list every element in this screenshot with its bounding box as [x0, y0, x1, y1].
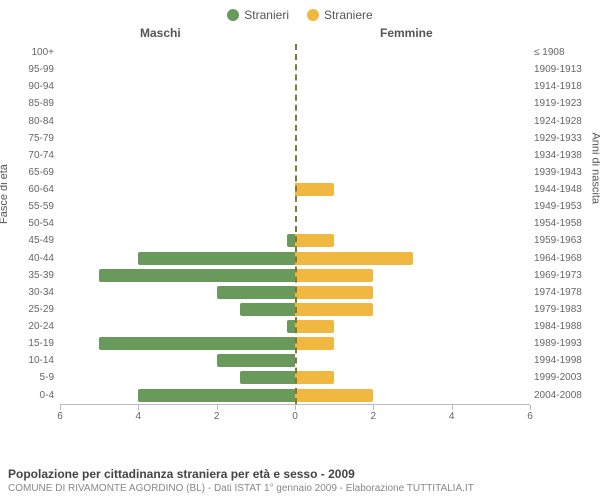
footer: Popolazione per cittadinanza straniera p…	[8, 467, 592, 494]
birth-label: 1944-1948	[534, 181, 592, 198]
birth-label: 1939-1943	[534, 164, 592, 181]
x-tick-label: 4	[449, 411, 455, 422]
age-label: 85-89	[2, 95, 54, 112]
age-label: 55-59	[2, 198, 54, 215]
age-label: 80-84	[2, 113, 54, 130]
bar-female	[295, 337, 334, 350]
birth-label: 2004-2008	[534, 387, 592, 404]
legend-item-female: Straniere	[307, 6, 373, 24]
birth-label: 1969-1973	[534, 267, 592, 284]
birth-label: 1924-1928	[534, 113, 592, 130]
bar-female	[295, 183, 334, 196]
birth-label: 1989-1993	[534, 335, 592, 352]
bar-female	[295, 303, 373, 316]
age-label: 90-94	[2, 78, 54, 95]
birth-label: 1964-1968	[534, 250, 592, 267]
bar-female	[295, 234, 334, 247]
x-tick	[452, 405, 453, 410]
x-tick	[373, 405, 374, 410]
age-label: 60-64	[2, 181, 54, 198]
header-female: Femmine	[380, 26, 433, 40]
legend-swatch-male	[227, 9, 239, 21]
birth-label: 1954-1958	[534, 215, 592, 232]
birth-label: 1999-2003	[534, 369, 592, 386]
birth-label: 1934-1938	[534, 147, 592, 164]
age-label: 65-69	[2, 164, 54, 181]
age-label: 35-39	[2, 267, 54, 284]
legend-label-male: Stranieri	[244, 8, 289, 22]
bar-female	[295, 269, 373, 282]
age-label: 45-49	[2, 232, 54, 249]
birth-label: 1984-1988	[534, 318, 592, 335]
x-tick-label: 2	[214, 411, 220, 422]
bar-male	[99, 269, 295, 282]
age-label: 0-4	[2, 387, 54, 404]
x-axis: 6 4 2 0 2 4 6	[60, 404, 530, 428]
birth-label: ≤ 1908	[534, 44, 592, 61]
age-label: 75-79	[2, 130, 54, 147]
legend: Stranieri Straniere	[0, 0, 600, 24]
header-male: Maschi	[140, 26, 181, 40]
birth-label: 1909-1913	[534, 61, 592, 78]
x-tick	[138, 405, 139, 410]
bar-male	[217, 286, 295, 299]
plot-area: 100+≤ 190895-991909-191390-941914-191885…	[60, 44, 530, 404]
birth-label: 1914-1918	[534, 78, 592, 95]
x-tick	[217, 405, 218, 410]
x-tick-label: 4	[136, 411, 142, 422]
bar-male	[138, 389, 295, 402]
x-tick-label: 0	[292, 411, 298, 422]
column-headers: Maschi Femmine	[0, 26, 600, 44]
birth-label: 1959-1963	[534, 232, 592, 249]
chart-title: Popolazione per cittadinanza straniera p…	[8, 467, 592, 481]
age-label: 5-9	[2, 369, 54, 386]
x-tick	[60, 405, 61, 410]
bar-male	[99, 337, 295, 350]
age-label: 20-24	[2, 318, 54, 335]
birth-label: 1979-1983	[534, 301, 592, 318]
bar-male	[138, 252, 295, 265]
age-label: 95-99	[2, 61, 54, 78]
legend-item-male: Stranieri	[227, 6, 289, 24]
bar-female	[295, 252, 413, 265]
x-tick-label: 6	[57, 411, 63, 422]
age-label: 15-19	[2, 335, 54, 352]
legend-label-female: Straniere	[324, 8, 373, 22]
x-tick	[530, 405, 531, 410]
x-tick	[295, 405, 296, 410]
bar-male	[287, 234, 295, 247]
bar-male	[217, 354, 295, 367]
bar-male	[287, 320, 295, 333]
bar-female	[295, 371, 334, 384]
legend-swatch-female	[307, 9, 319, 21]
x-tick-label: 2	[371, 411, 377, 422]
age-label: 50-54	[2, 215, 54, 232]
age-label: 40-44	[2, 250, 54, 267]
age-label: 25-29	[2, 301, 54, 318]
x-tick-label: 6	[527, 411, 533, 422]
birth-label: 1929-1933	[534, 130, 592, 147]
birth-label: 1949-1953	[534, 198, 592, 215]
bar-female	[295, 389, 373, 402]
birth-label: 1919-1923	[534, 95, 592, 112]
birth-label: 1994-1998	[534, 352, 592, 369]
center-line	[295, 44, 297, 404]
chart-subtitle: COMUNE DI RIVAMONTE AGORDINO (BL) - Dati…	[8, 483, 592, 494]
age-label: 100+	[2, 44, 54, 61]
age-label: 30-34	[2, 284, 54, 301]
bar-female	[295, 286, 373, 299]
chart-area: Maschi Femmine Fasce di età Anni di nasc…	[0, 24, 600, 444]
birth-label: 1974-1978	[534, 284, 592, 301]
age-label: 10-14	[2, 352, 54, 369]
bar-male	[240, 303, 295, 316]
age-label: 70-74	[2, 147, 54, 164]
bar-female	[295, 320, 334, 333]
bar-male	[240, 371, 295, 384]
